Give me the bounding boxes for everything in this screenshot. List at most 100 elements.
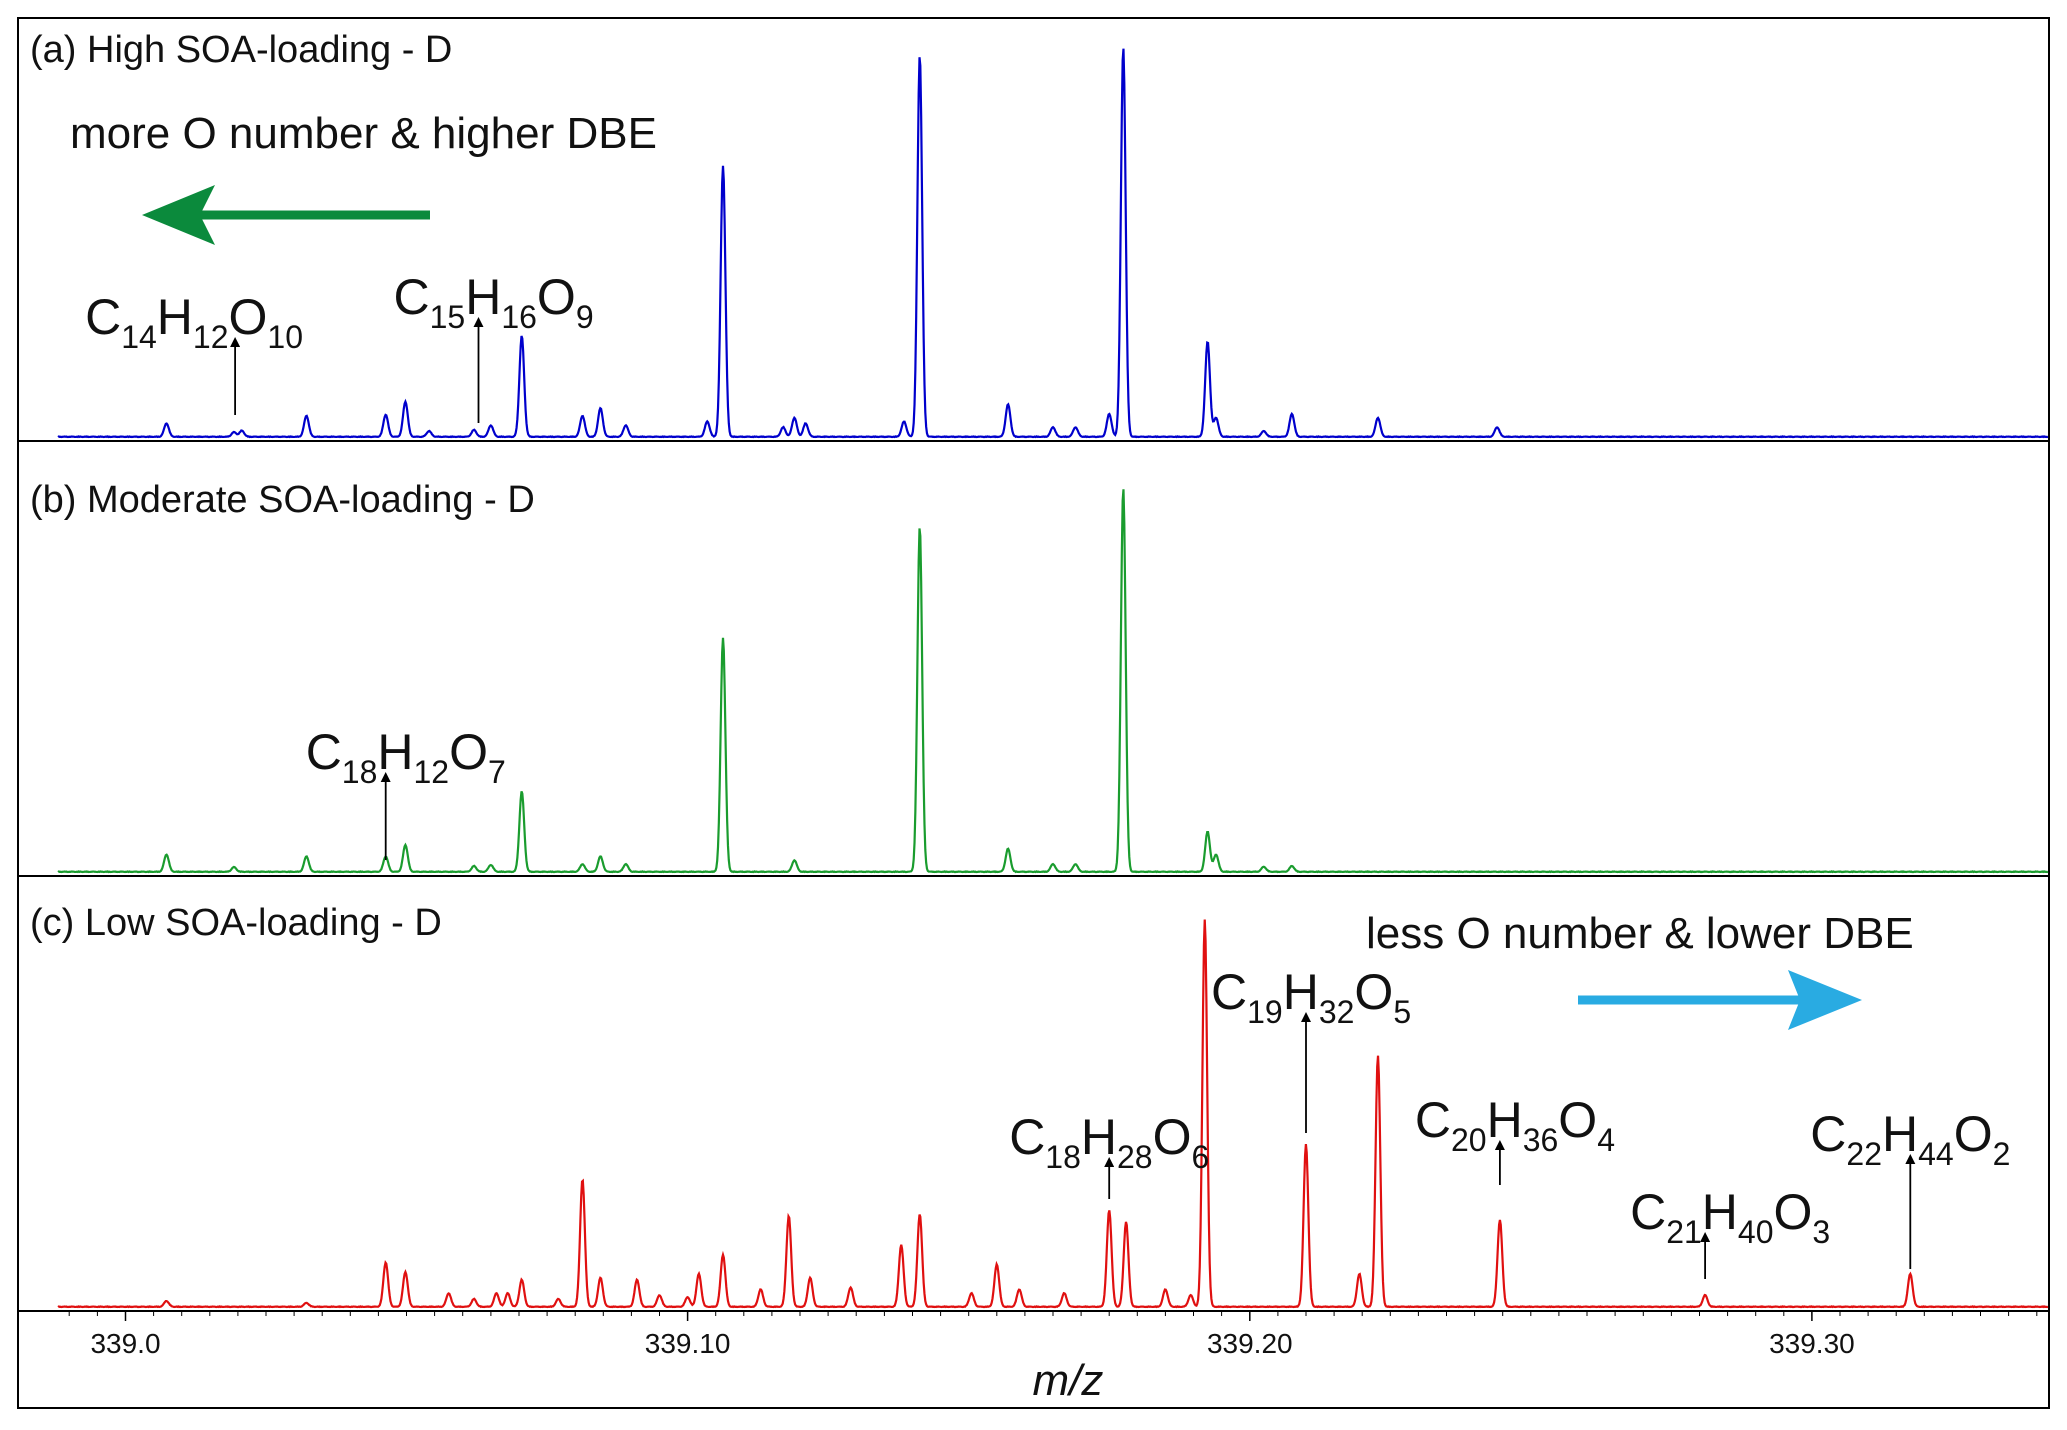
peak-1-29 xyxy=(1291,413,1293,415)
peak-1-6 xyxy=(404,401,406,403)
peak-3-2 xyxy=(305,1302,307,1304)
peak-1-24 xyxy=(1108,413,1110,415)
peak-3-4 xyxy=(404,1271,406,1273)
spectrum-trace-3 xyxy=(57,919,2049,1309)
formula-label-3-2: C19H32O5 xyxy=(1211,964,1411,1030)
trend-text-3: less O number & lower DBE xyxy=(1366,909,1914,958)
peak-3-33 xyxy=(1305,1143,1307,1145)
peak-1-30 xyxy=(1377,417,1379,419)
peak-3-14 xyxy=(658,1294,660,1296)
trend-arrow-head-3 xyxy=(1788,970,1862,1030)
peak-2-9 xyxy=(581,863,583,865)
peak-2-17 xyxy=(1074,863,1076,865)
peak-2-10 xyxy=(599,855,601,857)
peak-1-22 xyxy=(1052,426,1054,428)
peak-2-15 xyxy=(1007,848,1009,850)
peak-2-13 xyxy=(793,859,795,861)
peak-2-12 xyxy=(722,637,724,639)
peak-2-1 xyxy=(165,854,167,856)
peak-2-6 xyxy=(473,865,475,867)
peak-3-10 xyxy=(557,1298,559,1300)
formula-label-1-2: C15H16O9 xyxy=(394,269,594,335)
peak-3-9 xyxy=(521,1279,523,1281)
peak-1-18 xyxy=(804,422,806,424)
peak-3-26 xyxy=(1018,1288,1020,1290)
peak-1-19 xyxy=(903,421,905,423)
peak-3-11 xyxy=(581,1178,583,1180)
peak-3-18 xyxy=(759,1288,761,1290)
peak-3-27 xyxy=(1063,1292,1065,1294)
peak-1-3 xyxy=(241,430,243,432)
peak-2-14 xyxy=(919,525,921,527)
formula-label-3-4: C21H40O3 xyxy=(1630,1184,1830,1250)
x-tick-label-1: 339.0 xyxy=(90,1328,160,1359)
peak-3-32 xyxy=(1204,919,1206,921)
peak-1-26 xyxy=(1206,340,1208,342)
panel-title-1: (a) High SOA-loading - D xyxy=(30,29,452,71)
peak-1-16 xyxy=(782,426,784,428)
peak-1-27 xyxy=(1215,417,1217,419)
peak-1-13 xyxy=(625,424,627,426)
peak-3-35 xyxy=(1377,1054,1379,1056)
peak-2-8 xyxy=(521,790,523,792)
spectrum-trace-1 xyxy=(57,48,2049,439)
peak-3-36 xyxy=(1499,1219,1501,1221)
trend-text-1: more O number & higher DBE xyxy=(70,109,657,158)
peak-1-20 xyxy=(919,54,921,56)
peak-3-25 xyxy=(996,1263,998,1265)
peak-1-25 xyxy=(1122,46,1124,48)
formula-label-2-1: C18H12O7 xyxy=(306,724,506,790)
peak-3-17 xyxy=(722,1254,724,1256)
peak-1-1 xyxy=(165,422,167,424)
peak-3-19 xyxy=(788,1215,790,1217)
x-axis-title: m/z xyxy=(1033,1356,1104,1405)
peak-3-22 xyxy=(900,1244,902,1246)
peak-2-7 xyxy=(490,864,492,866)
peak-3-30 xyxy=(1164,1288,1166,1290)
peak-1-28 xyxy=(1263,430,1265,432)
figure-frame xyxy=(17,17,2050,1409)
peak-3-16 xyxy=(698,1273,700,1275)
peak-3-1 xyxy=(165,1300,167,1302)
peak-2-21 xyxy=(1263,866,1265,868)
peak-2-22 xyxy=(1291,865,1293,867)
peak-1-5 xyxy=(385,414,387,416)
peak-3-21 xyxy=(849,1286,851,1288)
peak-1-21 xyxy=(1007,403,1009,405)
formula-label-3-5: C22H44O2 xyxy=(1810,1106,2010,1172)
peak-3-13 xyxy=(636,1279,638,1281)
peak-1-14 xyxy=(706,421,708,423)
x-tick-label-3: 339.20 xyxy=(1207,1328,1293,1359)
panel-title-3: (c) Low SOA-loading - D xyxy=(30,902,442,944)
formula-label-3-3: C20H36O4 xyxy=(1415,1092,1615,1158)
peak-3-15 xyxy=(686,1296,688,1298)
peak-3-12 xyxy=(599,1277,601,1279)
peak-3-5 xyxy=(447,1292,449,1294)
peak-3-3 xyxy=(385,1261,387,1263)
trend-arrow-head-1 xyxy=(142,185,215,245)
panel-title-2: (b) Moderate SOA-loading - D xyxy=(30,479,535,521)
peak-3-8 xyxy=(507,1292,509,1294)
peak-2-3 xyxy=(305,855,307,857)
peak-3-34 xyxy=(1358,1273,1360,1275)
peak-1-8 xyxy=(473,429,475,431)
peak-3-31 xyxy=(1190,1294,1192,1296)
peak-2-20 xyxy=(1215,854,1217,856)
x-tick-label-4: 339.30 xyxy=(1769,1328,1855,1359)
peak-1-17 xyxy=(793,417,795,419)
peak-3-29 xyxy=(1125,1221,1127,1223)
peak-1-4 xyxy=(305,415,307,417)
peak-2-11 xyxy=(625,863,627,865)
peak-1-23 xyxy=(1074,426,1076,428)
x-tick-label-2: 339.10 xyxy=(645,1328,731,1359)
peak-3-7 xyxy=(495,1292,497,1294)
peak-2-18 xyxy=(1122,487,1124,489)
peak-3-6 xyxy=(473,1298,475,1300)
formula-label-1-1: C14H12O10 xyxy=(85,289,303,355)
peak-2-5 xyxy=(404,844,406,846)
spectrum-panel-2: (b) Moderate SOA-loading - D C18H12O7 xyxy=(18,479,2049,877)
peak-3-23 xyxy=(919,1213,921,1215)
peak-3-24 xyxy=(970,1292,972,1294)
